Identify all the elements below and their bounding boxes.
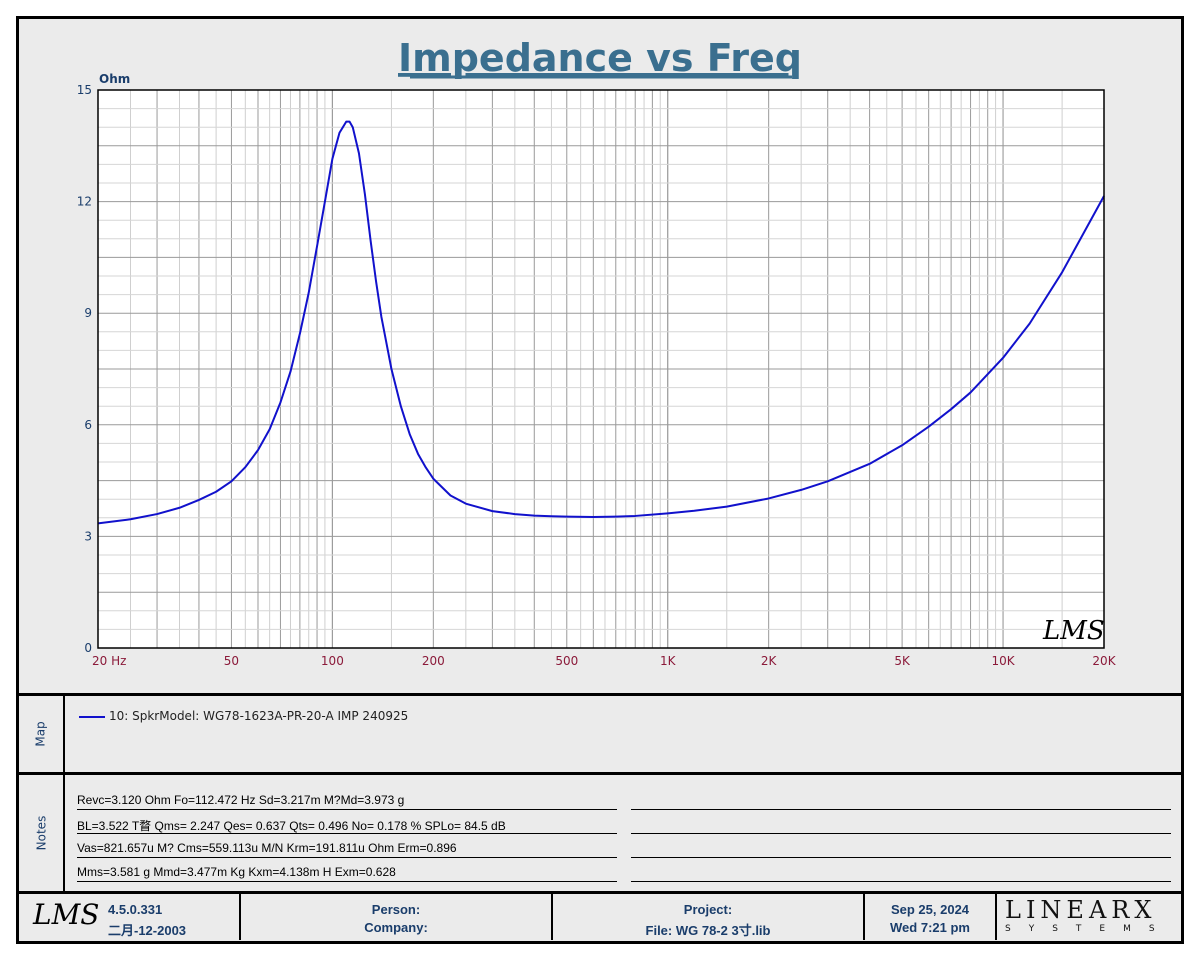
x-tick-label: 200	[422, 654, 445, 668]
x-tick-label: 20 Hz	[92, 654, 126, 668]
note-text[interactable]: Mms=3.581 g Mmd=3.477m Kg Kxm=4.138m H E…	[77, 865, 617, 882]
y-tick-label: 6	[84, 418, 92, 432]
note-text[interactable]: Vas=821.657u M? Cms=559.113u M/N Krm=191…	[77, 841, 617, 858]
brand-wordmark: LINEARX	[1005, 896, 1157, 924]
lms-logo: LMS	[33, 898, 100, 931]
y-tick-label: 12	[77, 195, 92, 209]
time-label: Wed 7:21 pm	[890, 920, 970, 935]
datetime-cell: Sep 25, 2024 Wed 7:21 pm	[865, 894, 997, 940]
x-tick-label: 50	[224, 654, 239, 668]
y-tick-label: 15	[77, 83, 92, 97]
company-label: Company:	[364, 920, 428, 935]
note-blank[interactable]	[631, 841, 1171, 858]
file-label: File: WG 78-2 3寸.lib	[645, 923, 771, 938]
legend-panel: Map 10: SpkrModel: WG78-1623A-PR-20-A IM…	[19, 696, 1181, 772]
note-blank[interactable]	[631, 793, 1171, 810]
impedance-curve	[97, 120, 1105, 525]
footer-divider	[19, 891, 1181, 894]
project-cell[interactable]: Project: File: WG 78-2 3寸.lib	[553, 894, 865, 940]
y-tick-label: 9	[84, 306, 92, 320]
legend-divider	[19, 693, 1181, 696]
note-text[interactable]: Revc=3.120 Ohm Fo=112.472 Hz Sd=3.217m M…	[77, 793, 617, 810]
date-label: Sep 25, 2024	[890, 902, 970, 917]
y-tick-label: 0	[84, 641, 92, 655]
lms-window: Impedance vs Freq Ohm 0 3 6 9 12 15 20 Hz 50 100…	[16, 16, 1184, 944]
axis-tick-labels: 0 3 6 9 12 15 20 Hz 50 100 200 500 1K 2K 5K 10K 20K	[77, 83, 1117, 668]
x-tick-label: 500	[555, 654, 578, 668]
linearx-logo: LINEARX SYSTEMS	[997, 894, 1181, 941]
version-cell: LMS 4.5.0.331 二月-12-2003	[19, 894, 241, 940]
person-cell[interactable]: Person: Company:	[241, 894, 553, 940]
x-tick-label: 100	[321, 654, 344, 668]
map-tab-label: Map	[33, 721, 48, 747]
chart-title: Impedance vs Freq	[398, 36, 802, 80]
footer-bar: LMS 4.5.0.331 二月-12-2003 Person: Company…	[19, 894, 1181, 941]
y-tick-label: 3	[84, 529, 92, 543]
plot-border	[97, 89, 1105, 649]
grid-lines	[97, 89, 1105, 649]
x-tick-label: 2K	[761, 654, 778, 668]
note-text[interactable]: BL=3.522 T瞀 Qms= 2.247 Qes= 0.637 Qts= 0…	[77, 817, 617, 834]
notes-panel: Notes Revc=3.120 Ohm Fo=112.472 Hz Sd=3.…	[19, 775, 1181, 891]
x-tick-label: 5K	[894, 654, 911, 668]
legend-swatch	[79, 716, 105, 718]
legend-entry[interactable]: 10: SpkrModel: WG78-1623A-PR-20-A IMP 24…	[109, 709, 409, 723]
x-tick-label: 10K	[991, 654, 1015, 668]
notes-tab[interactable]: Notes	[19, 775, 65, 891]
notes-divider	[19, 772, 1181, 775]
person-label: Person:	[371, 902, 421, 917]
x-tick-label: 1K	[660, 654, 677, 668]
x-tick-label: 20K	[1092, 654, 1116, 668]
version-number: 4.5.0.331	[108, 902, 163, 917]
notes-tab-label: Notes	[33, 815, 48, 851]
map-tab[interactable]: Map	[19, 696, 65, 772]
note-blank[interactable]	[631, 865, 1171, 882]
y-axis-label: Ohm	[99, 72, 130, 86]
brand-subtitle: SYSTEMS	[1005, 924, 1173, 934]
project-label: Project:	[683, 902, 733, 917]
impedance-chart: Impedance vs Freq Ohm 0 3 6 9 12 15 20 Hz 50 100…	[77, 36, 1117, 668]
build-date: 二月-12-2003	[108, 923, 187, 938]
note-blank[interactable]	[631, 817, 1171, 834]
lms-watermark: LMS	[1042, 616, 1105, 646]
